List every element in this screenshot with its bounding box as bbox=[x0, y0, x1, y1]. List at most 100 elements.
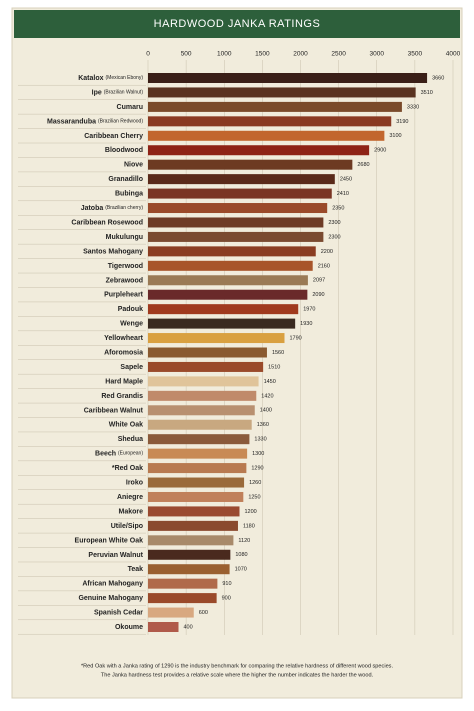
category-label: Bubinga bbox=[115, 190, 143, 197]
category-label: Santos Mahogany bbox=[83, 248, 143, 255]
category-label: Shedua bbox=[118, 436, 143, 443]
category-label: Iroko bbox=[126, 479, 143, 486]
value-label: 1790 bbox=[289, 336, 301, 342]
bar bbox=[148, 217, 324, 228]
category-name: Shedua bbox=[118, 436, 143, 443]
bar bbox=[148, 376, 259, 387]
bar bbox=[148, 333, 285, 344]
category-name: Niove bbox=[124, 162, 143, 169]
category-name: African Mahogany bbox=[82, 581, 143, 588]
bar bbox=[148, 116, 392, 127]
category-label: Granadillo bbox=[108, 176, 143, 183]
bar bbox=[148, 535, 234, 546]
category-name: Utile/Sipo bbox=[111, 523, 143, 530]
category-name: European White Oak bbox=[75, 537, 144, 544]
value-label: 1970 bbox=[303, 307, 315, 313]
bar bbox=[148, 130, 385, 141]
category-name: Katalox bbox=[78, 75, 103, 82]
x-tick-label: 2500 bbox=[331, 51, 346, 58]
bar bbox=[148, 463, 247, 474]
category-name: Caribbean Walnut bbox=[84, 407, 144, 414]
bar bbox=[148, 405, 255, 416]
x-tick-label: 0 bbox=[146, 51, 150, 58]
category-name: Massaranduba bbox=[47, 118, 96, 125]
value-label: 400 bbox=[184, 624, 193, 630]
bar bbox=[148, 275, 308, 286]
category-label: Zebrawood bbox=[106, 277, 143, 284]
footnote: *Red Oak with a Janka rating of 1290 is … bbox=[81, 663, 394, 669]
value-label: 1300 bbox=[252, 451, 264, 457]
category-name: Aforomosia bbox=[104, 349, 143, 356]
value-label: 3330 bbox=[407, 104, 419, 110]
value-label: 1200 bbox=[245, 509, 257, 515]
value-label: 1070 bbox=[235, 567, 247, 573]
category-name: Bloodwood bbox=[105, 147, 143, 154]
x-tick-label: 3000 bbox=[370, 51, 385, 58]
category-name: Yellowheart bbox=[104, 335, 144, 342]
category-label: African Mahogany bbox=[82, 581, 143, 588]
bar bbox=[148, 318, 296, 329]
category-label: *Red Oak bbox=[112, 465, 143, 472]
category-label: Sapele bbox=[120, 364, 143, 371]
value-label: 2160 bbox=[318, 263, 330, 269]
category-label: Spanish Cedar bbox=[94, 609, 143, 616]
category-name: Red Grandis bbox=[101, 393, 143, 400]
bar bbox=[148, 246, 316, 257]
header-band bbox=[14, 10, 460, 38]
category-label: Wenge bbox=[120, 320, 143, 327]
footnote: The Janka hardness test provides a relat… bbox=[101, 672, 374, 678]
value-label: 1250 bbox=[248, 494, 260, 500]
category-note: (Brazilian Redwood) bbox=[98, 119, 143, 125]
category-label: Aforomosia bbox=[104, 349, 143, 356]
value-label: 3100 bbox=[389, 133, 401, 139]
bar bbox=[148, 361, 264, 372]
category-label: Aniegre bbox=[117, 494, 143, 501]
bar bbox=[148, 87, 416, 98]
category-name: Makore bbox=[118, 508, 143, 515]
category-label: Padouk bbox=[118, 306, 143, 313]
value-label: 1420 bbox=[261, 393, 273, 399]
category-name: Mukulungu bbox=[106, 234, 143, 241]
value-label: 2410 bbox=[337, 191, 349, 197]
category-label: Katalox (Mexican Ebony) bbox=[78, 75, 143, 82]
category-name: Teak bbox=[128, 566, 144, 573]
bar bbox=[148, 101, 402, 112]
category-name: White Oak bbox=[109, 422, 143, 429]
category-name: Caribbean Cherry bbox=[84, 133, 143, 140]
category-name: Ipe bbox=[92, 89, 102, 96]
bar bbox=[148, 477, 245, 488]
value-label: 3190 bbox=[396, 119, 408, 125]
category-label: Beech (European) bbox=[95, 450, 143, 457]
category-name: Caribbean Rosewood bbox=[71, 219, 143, 226]
bar bbox=[148, 203, 328, 214]
category-name: Sapele bbox=[120, 364, 143, 371]
category-label: Peruvian Walnut bbox=[88, 552, 143, 559]
category-label: Makore bbox=[118, 508, 143, 515]
bar bbox=[148, 289, 308, 300]
category-label: Okoume bbox=[115, 624, 143, 631]
category-name: Tigerwood bbox=[108, 263, 143, 270]
category-label: Jatoba (Brazilian cherry) bbox=[81, 205, 144, 212]
value-label: 1560 bbox=[272, 350, 284, 356]
value-label: 1400 bbox=[260, 408, 272, 414]
category-name: *Red Oak bbox=[112, 465, 143, 472]
category-name: Zebrawood bbox=[106, 277, 143, 284]
value-label: 910 bbox=[222, 581, 231, 587]
bar bbox=[148, 390, 257, 401]
category-name: Padouk bbox=[118, 306, 143, 313]
bar bbox=[148, 260, 313, 271]
bar bbox=[148, 231, 324, 242]
value-label: 900 bbox=[222, 596, 231, 602]
bar bbox=[148, 506, 240, 517]
bar bbox=[148, 564, 230, 575]
category-label: Red Grandis bbox=[101, 393, 143, 400]
bar bbox=[148, 491, 244, 502]
category-label: Mukulungu bbox=[106, 234, 143, 241]
value-label: 1290 bbox=[251, 466, 263, 472]
bar bbox=[148, 188, 332, 199]
bar bbox=[148, 607, 194, 618]
category-label: Utile/Sipo bbox=[111, 523, 143, 530]
value-label: 2090 bbox=[312, 292, 324, 298]
category-label: Teak bbox=[128, 566, 144, 573]
